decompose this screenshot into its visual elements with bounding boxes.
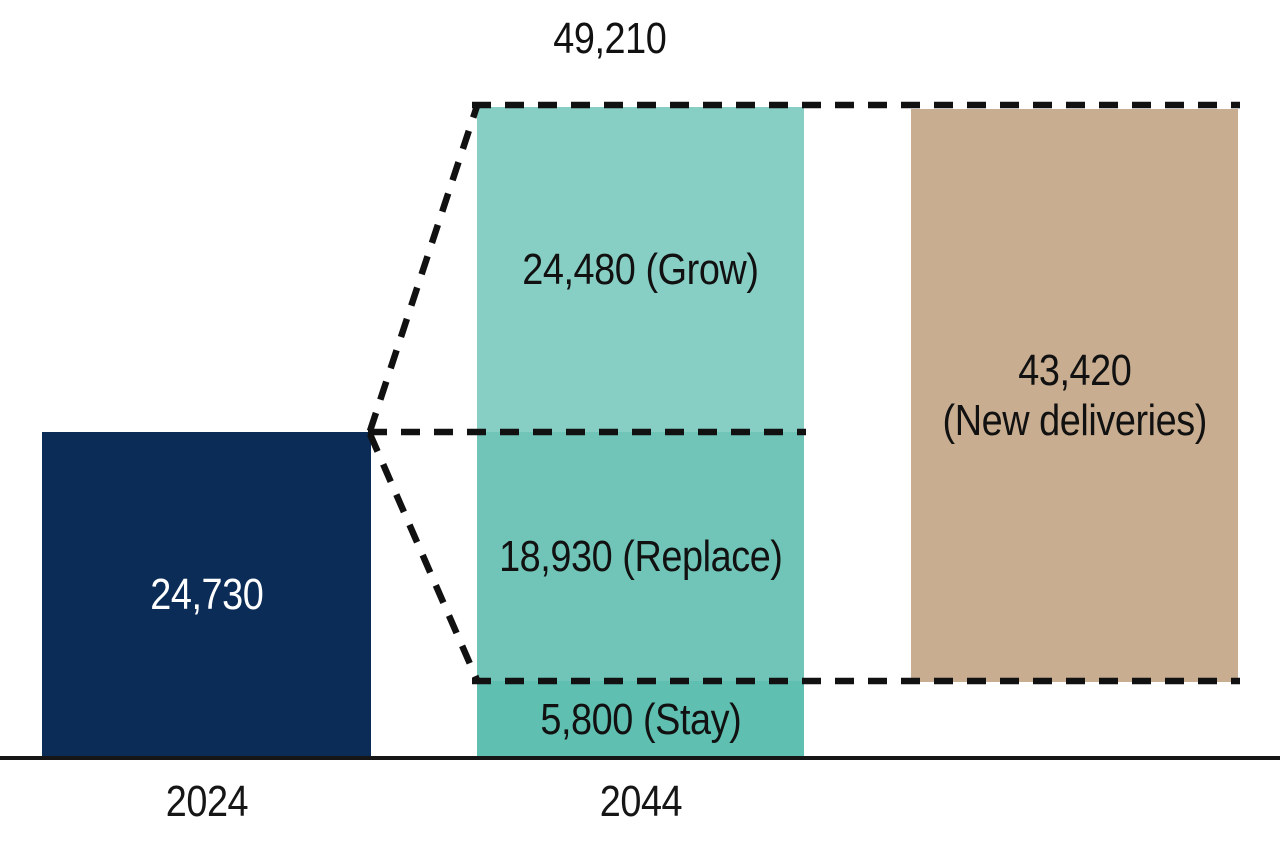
segment-stay [477, 681, 804, 758]
new-deliveries-label: 43,420 (New deliveries) [911, 109, 1238, 682]
replace-value: 18,930 (Replace) [498, 531, 783, 581]
total-2044-value: 49,210 [553, 14, 667, 63]
stay-value: 5,800 (Stay) [540, 694, 741, 744]
segment-replace [477, 432, 804, 681]
new-deliveries-value: 43,420 [1017, 345, 1132, 395]
total-2044-label: 49,210 [430, 10, 790, 68]
bar-new-deliveries [911, 109, 1238, 682]
bar-2024-value-label: 24,730 [42, 432, 371, 758]
segment-grow-label: 24,480 (Grow) [477, 107, 804, 432]
segment-stay-label: 5,800 (Stay) [477, 681, 804, 758]
x-axis-label-2044: 2044 [599, 777, 682, 826]
dashed-diagonal-down [367, 432, 480, 682]
x-axis-label-2024: 2024 [165, 777, 248, 826]
segment-replace-label: 18,930 (Replace) [477, 432, 804, 681]
x-axis-line [0, 756, 1280, 760]
dashed-diagonal-up [366, 104, 481, 433]
bar-2024-value: 24,730 [149, 570, 264, 619]
bar-2024 [42, 432, 371, 758]
segment-grow [477, 107, 804, 432]
grow-value: 24,480 (Grow) [522, 244, 759, 294]
new-deliveries-caption: (New deliveries) [942, 395, 1207, 445]
